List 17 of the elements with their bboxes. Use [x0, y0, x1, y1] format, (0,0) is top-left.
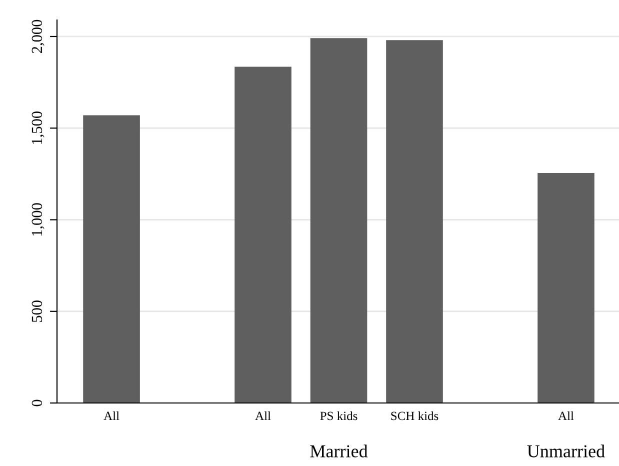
text: Unmarried — [527, 444, 605, 458]
bar — [310, 38, 368, 403]
x-tick-label: All — [558, 411, 574, 420]
y-tick-label: 1,000 — [32, 203, 44, 236]
x-tick-label: SCH kids — [391, 411, 438, 420]
bar — [83, 115, 140, 403]
y-tick-label: 1,500 — [32, 112, 44, 144]
bar — [386, 40, 443, 403]
x-tick-label: All — [104, 411, 120, 420]
bar — [538, 173, 594, 403]
x-tick-label: All — [255, 411, 271, 420]
y-tick-label: 2,000 — [32, 20, 44, 54]
bar — [234, 66, 292, 403]
y-tick-label: 0 — [32, 400, 42, 406]
text: Married — [310, 444, 368, 458]
x-tick-label: PS kids — [320, 411, 358, 420]
y-tick-label: 500 — [32, 300, 42, 322]
